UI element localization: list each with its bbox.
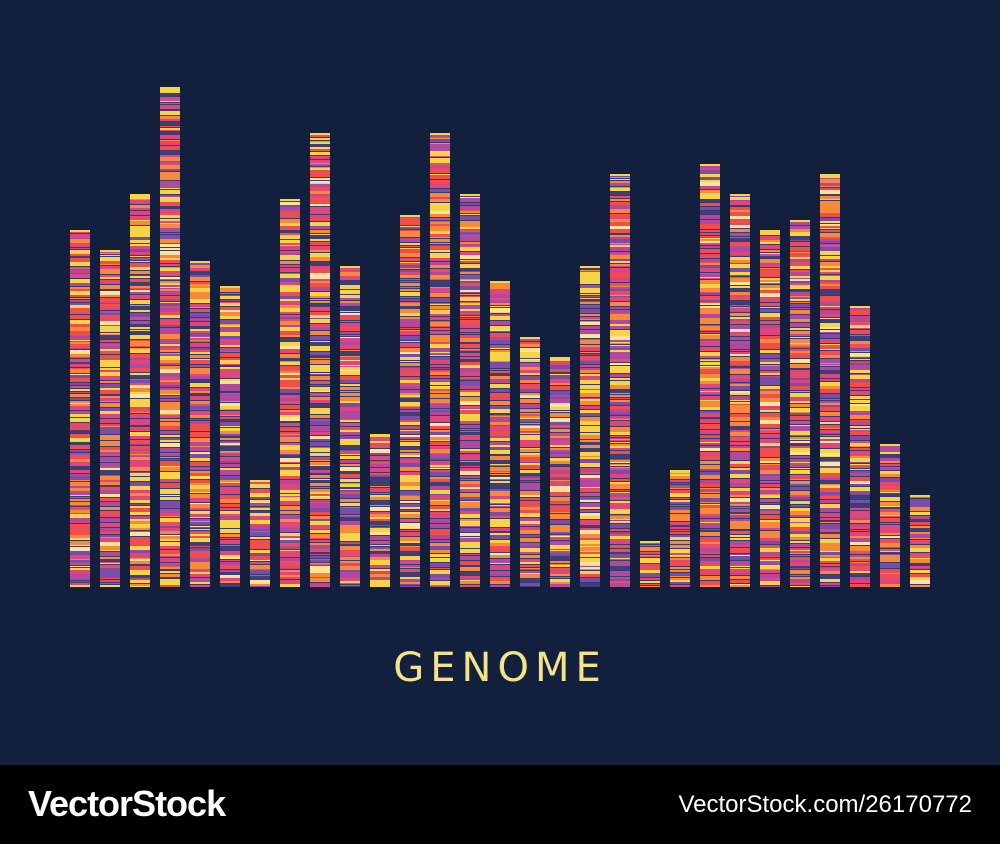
genome-bar — [490, 281, 510, 587]
genome-illustration: GENOME — [70, 87, 930, 691]
genome-bar — [850, 306, 870, 587]
genome-bar — [700, 164, 720, 587]
genome-bar — [220, 286, 240, 587]
genome-bar — [310, 133, 330, 587]
genome-bar — [670, 470, 690, 587]
genome-bar — [250, 480, 270, 587]
genome-bar — [340, 266, 360, 587]
genome-title: GENOME — [393, 645, 607, 691]
genome-bar — [760, 230, 780, 587]
genome-bar — [790, 220, 810, 587]
genome-bar — [520, 337, 540, 587]
genome-bar — [280, 199, 300, 587]
genome-bar — [160, 87, 180, 587]
genome-bar — [130, 194, 150, 587]
genome-bar — [730, 194, 750, 587]
genome-bar — [880, 444, 900, 587]
genome-bar — [580, 266, 600, 587]
genome-bar — [100, 250, 120, 587]
watermark-footer: VectorStock VectorStock.com/26170772 — [0, 765, 1000, 844]
genome-bar — [430, 133, 450, 587]
genome-bar — [640, 541, 660, 587]
genome-bar — [820, 174, 840, 587]
image-id: VectorStock.com/26170772 — [678, 791, 972, 818]
genome-bar — [910, 495, 930, 587]
genome-bar — [610, 174, 630, 587]
genome-bar — [550, 357, 570, 587]
genome-bar-chart — [70, 87, 930, 587]
genome-bar — [70, 230, 90, 587]
genome-bar — [400, 215, 420, 587]
genome-bar — [370, 434, 390, 587]
genome-bar — [190, 261, 210, 587]
genome-bar — [460, 194, 480, 587]
brand-logo: VectorStock — [28, 783, 226, 824]
